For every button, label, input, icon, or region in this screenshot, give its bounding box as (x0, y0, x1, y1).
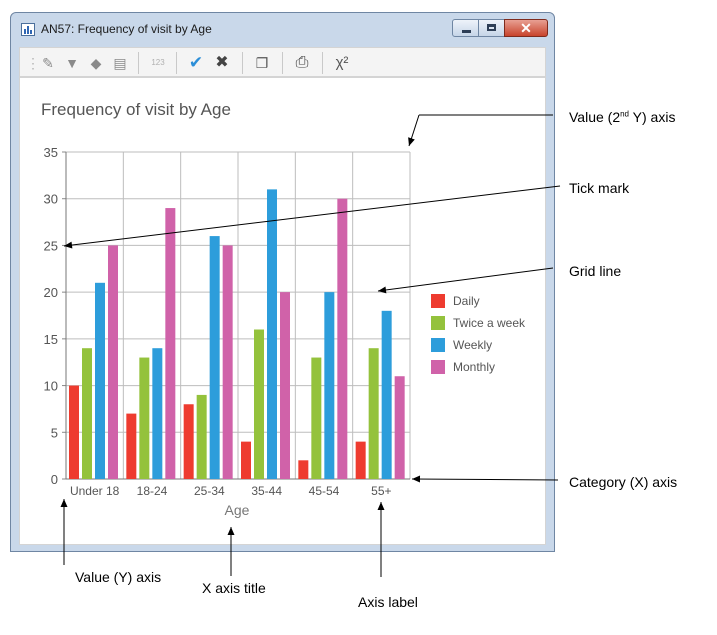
toolbar-separator (322, 52, 323, 74)
bar (196, 394, 207, 479)
chart-app-icon (21, 23, 35, 36)
copy-icon[interactable]: ❐ (255, 55, 269, 71)
annotation-tick-mark: Tick mark (569, 180, 630, 196)
y-tick-label: 10 (44, 379, 58, 394)
bar (69, 385, 79, 479)
bar (209, 236, 220, 479)
y-tick-label: 25 (44, 238, 58, 253)
bar (254, 329, 264, 479)
bar (241, 441, 251, 479)
annotation-arrow-category-x (411, 478, 559, 481)
minimize-button[interactable] (452, 19, 479, 37)
toolbar-separator (282, 52, 283, 74)
bar (108, 245, 118, 479)
y-tick-label: 15 (44, 332, 58, 347)
legend-swatch (431, 316, 445, 330)
y-tick-label: 35 (44, 145, 58, 160)
annotation-value-y-axis: Value (Y) axis (75, 569, 162, 585)
legend-swatch (431, 360, 445, 374)
legend-label: Monthly (453, 360, 495, 374)
bar (152, 348, 163, 479)
bar (311, 357, 322, 479)
bar (126, 413, 137, 479)
paint-bucket-icon[interactable]: ◆ (90, 55, 102, 71)
y-tick-label: 30 (44, 192, 58, 207)
bar (337, 198, 348, 479)
bar (355, 441, 366, 479)
bar (95, 282, 105, 479)
bar (298, 460, 309, 479)
window-controls: ✕ (452, 19, 548, 39)
close-button[interactable]: ✕ (504, 19, 548, 37)
filter-icon[interactable]: ▼ (65, 55, 79, 71)
print-icon[interactable]: ⎙ (295, 54, 309, 71)
annotation-arrow-grid-line (377, 267, 554, 292)
annotation-axis-label: Axis label (358, 594, 418, 610)
bar (82, 348, 92, 479)
close-icon: ✕ (520, 20, 532, 36)
legend-swatch (431, 338, 445, 352)
y-tick-label: 0 (51, 472, 58, 487)
cross-icon[interactable]: ✖ (215, 54, 229, 71)
edit-icon[interactable]: ✎ (42, 55, 54, 71)
toolbar: ⋮ ✎ ▼ ◆ ▤ 123 ✔ ✖ ❐ ⎙ χ² (19, 47, 546, 77)
annotation-arrow-value-y-head (60, 499, 68, 507)
annotation-category-x-axis: Category (X) axis (569, 474, 678, 490)
annotation-arrow-tick-mark-head (64, 241, 73, 249)
bar (222, 245, 233, 479)
y-tick-label: 20 (44, 285, 58, 300)
chart-title: Frequency of visit by Age (41, 100, 231, 119)
legend-swatch (431, 294, 445, 308)
x-tick-label: 55+ (371, 484, 391, 498)
annotation-arrow-x-axis-title-head (227, 527, 235, 535)
bar (394, 376, 405, 479)
window-title: AN57: Frequency of visit by Age (41, 22, 212, 36)
annotation-arrow-grid-line-head (378, 286, 387, 294)
check-icon[interactable]: ✔ (188, 53, 204, 72)
toolbar-separator (138, 52, 139, 74)
annotation-arrow-tick-mark (63, 185, 561, 247)
bar (267, 189, 277, 479)
bar (165, 208, 176, 480)
title-bar[interactable]: AN57: Frequency of visit by Age ✕ (11, 13, 554, 47)
bar (324, 292, 335, 479)
bar (280, 292, 290, 479)
number-format-icon[interactable]: 123 (151, 58, 165, 67)
x-tick-label: Under 18 (70, 484, 120, 498)
toolbar-separator (176, 52, 177, 74)
bar (139, 357, 150, 479)
legend-label: Weekly (453, 338, 492, 352)
toolbar-separator (242, 52, 243, 74)
bar (183, 404, 194, 479)
x-tick-label: 25-34 (194, 484, 225, 498)
legend-label: Daily (453, 294, 480, 308)
x-tick-label: 45-54 (309, 484, 340, 498)
document-icon[interactable]: ▤ (113, 55, 127, 71)
annotation-grid-line: Grid line (569, 263, 622, 279)
annotation-arrow-axis-label-head (377, 502, 385, 510)
x-tick-label: 35-44 (251, 484, 282, 498)
annotation-arrow-category-x-head (412, 475, 421, 483)
y-tick-label: 5 (51, 425, 58, 440)
bar (381, 310, 392, 479)
annotation-arrow-2nd-y-head (408, 137, 415, 146)
chi-square-icon[interactable]: χ² (335, 54, 349, 71)
maximize-icon (487, 24, 496, 31)
x-tick-label: 18-24 (137, 484, 168, 498)
annotation-value-2nd-y-axis: Value (2nd Y) axis (569, 109, 676, 125)
x-axis-title: Age (225, 502, 250, 518)
legend-label: Twice a week (453, 316, 526, 330)
bar (368, 348, 379, 479)
minimize-icon (462, 30, 471, 33)
annotation-x-axis-title: X axis title (202, 580, 266, 596)
